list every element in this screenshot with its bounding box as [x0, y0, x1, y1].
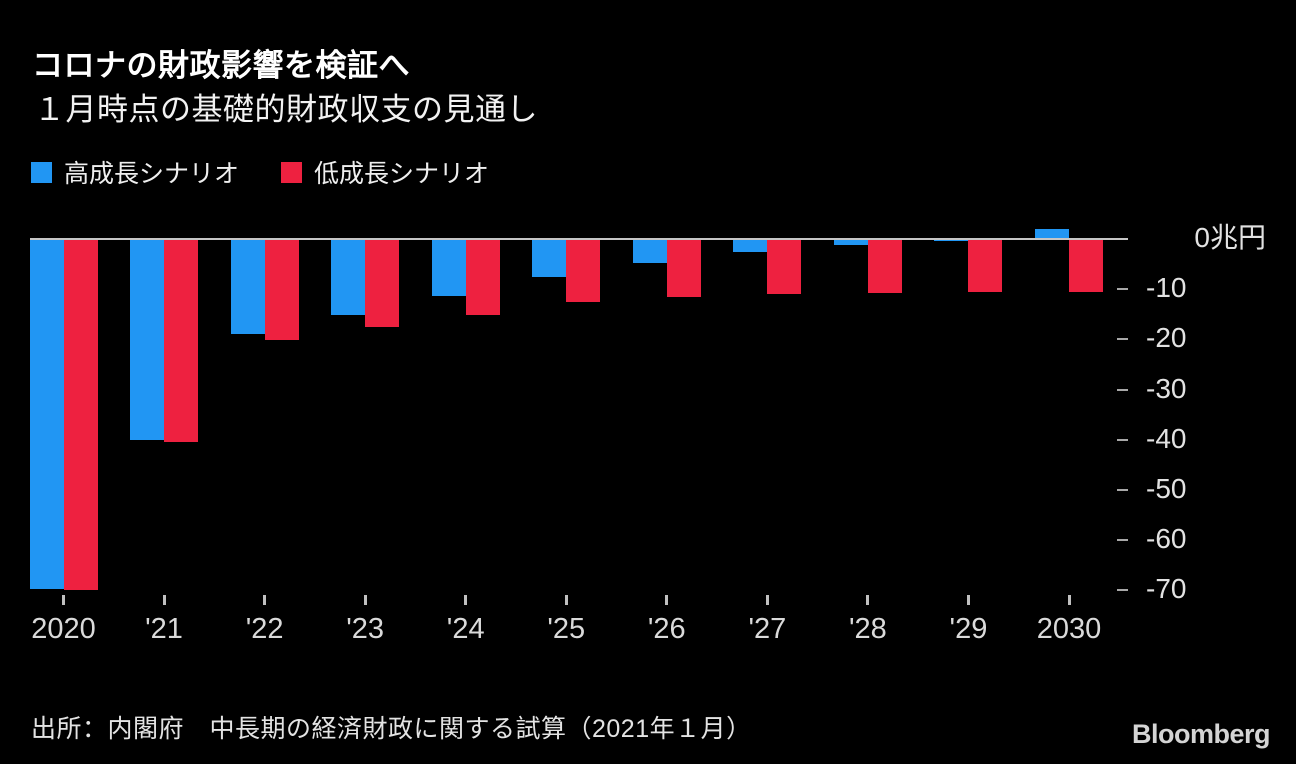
y-tick-label: -30	[1146, 372, 1187, 404]
y-tick	[1117, 288, 1128, 291]
y-tick-label: -40	[1146, 422, 1187, 454]
bar-low-growth-21	[164, 239, 199, 442]
x-tick	[62, 595, 65, 605]
y-tick	[1117, 438, 1128, 441]
x-tick-label: '23	[346, 613, 385, 645]
chart-title: コロナの財政影響を検証へ	[32, 48, 410, 83]
bar-high-growth-21	[130, 239, 165, 440]
y-tick-label: -60	[1146, 523, 1187, 555]
bar-low-growth-25	[566, 239, 601, 302]
x-tick	[866, 595, 870, 605]
y-tick	[1117, 489, 1128, 491]
bar-low-growth-28	[867, 239, 902, 293]
x-tick-label: '29	[949, 613, 988, 645]
bloomberg-logo: Bloomberg	[1131, 719, 1271, 749]
chart-subtitle: １月時点の基礎的財政収支の見通し	[34, 92, 538, 127]
x-tick-label: '22	[245, 613, 284, 645]
bar-high-growth-27	[733, 239, 768, 252]
x-tick-label: '21	[145, 613, 183, 645]
legend-label-low-growth: 低成長シナリオ	[314, 160, 490, 188]
bar-low-growth-23	[365, 239, 400, 327]
bar-low-growth-22	[264, 239, 299, 340]
y-tick	[1117, 589, 1128, 592]
bar-low-growth-2020	[63, 239, 98, 590]
legend: 高成長シナリオ 低成長シナリオ	[31, 159, 489, 188]
zero-axis-line	[30, 238, 1128, 240]
y-tick-label: -70	[1146, 573, 1187, 605]
bar-low-growth-2030	[1069, 239, 1103, 292]
x-tick	[966, 595, 970, 605]
y-tick	[1117, 539, 1128, 542]
x-tick-label: 2030	[1036, 613, 1102, 645]
legend-item-high-growth: 高成長シナリオ	[31, 154, 239, 190]
x-tick	[464, 595, 468, 605]
y-tick-label: -50	[1146, 473, 1187, 504]
x-tick-label: '24	[446, 613, 485, 645]
y-tick	[1117, 338, 1128, 341]
bar-high-growth-28	[833, 239, 868, 245]
x-tick	[765, 595, 769, 605]
y-tick	[1117, 388, 1128, 391]
x-tick-label: 2020	[31, 613, 96, 645]
legend-swatch-red-icon	[281, 161, 303, 183]
x-tick	[162, 595, 166, 605]
bar-high-growth-29	[934, 239, 969, 241]
x-tick-label: '28	[848, 613, 887, 645]
bar-high-growth-25	[532, 239, 567, 277]
x-tick-label: '26	[647, 613, 686, 645]
bar-low-growth-27	[767, 239, 802, 294]
source-note: 出所：内閣府 中長期の経済財政に関する試算（2021年１月）	[31, 715, 752, 743]
bar-low-growth-26	[666, 239, 701, 297]
x-tick	[363, 595, 367, 605]
legend-swatch-blue-icon	[31, 161, 52, 183]
x-tick	[564, 595, 568, 605]
bar-high-growth-26	[632, 239, 667, 263]
bar-low-growth-24	[465, 239, 500, 315]
x-tick	[665, 595, 669, 605]
x-tick	[1067, 595, 1071, 605]
bar-high-growth-22	[230, 239, 265, 334]
x-tick	[263, 595, 267, 605]
legend-label-high-growth: 高成長シナリオ	[64, 160, 240, 188]
bar-high-growth-2020	[29, 239, 64, 589]
y-tick-label: 0兆円	[1194, 222, 1266, 253]
y-tick-label: -20	[1146, 322, 1187, 354]
legend-item-low-growth: 低成長シナリオ	[281, 154, 489, 190]
bar-high-growth-24	[431, 239, 466, 296]
x-tick-label: '27	[748, 613, 787, 645]
bar-high-growth-2030	[1035, 229, 1069, 239]
x-tick-label: '25	[547, 613, 586, 645]
bar-high-growth-23	[331, 239, 366, 315]
bar-low-growth-29	[968, 239, 1003, 292]
y-tick-label: -10	[1146, 272, 1187, 304]
